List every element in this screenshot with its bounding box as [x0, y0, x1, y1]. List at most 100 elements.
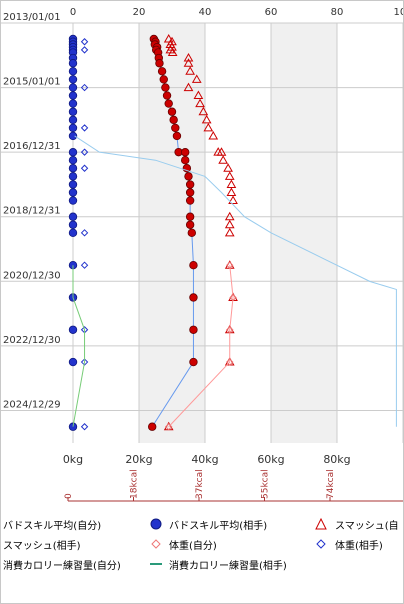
series-1-point-32: [147, 422, 157, 431]
legend-marker-5: [314, 537, 328, 551]
series-4-point-7: [80, 261, 89, 269]
series-2-point-8: [185, 66, 196, 75]
series-2-point-26: [224, 219, 235, 229]
series-4-point-3: [80, 124, 89, 132]
series-1-point-12: [164, 99, 173, 108]
legend-label-2: バドスキル平均(相手): [169, 521, 268, 532]
series-2-point-23: [226, 187, 237, 196]
series-0-point-22: [68, 188, 78, 197]
x-bottom-tick-label-3: 60kg: [257, 453, 284, 466]
series-4-point-0: [80, 38, 89, 46]
legend-label-8: 消費カロリー練習量(相手): [169, 561, 287, 572]
x-top-tick-label-5: 100: [393, 7, 403, 18]
series-0-point-12: [68, 99, 78, 108]
legend-label-1: バドスキル平均(自分): [3, 521, 102, 532]
series-2-point-22: [226, 179, 237, 189]
series-1-point-26: [185, 220, 195, 229]
legend-row-1: バドスキル平均(自分) バドスキル平均(相手) スマッシュ(自: [1, 514, 403, 534]
x-top-tick-label-4: 80: [331, 7, 344, 18]
kcal-tick-label-0: 0: [64, 493, 74, 499]
series-1-point-24: [185, 196, 195, 205]
series-0-point-16: [68, 131, 78, 141]
series-2-point-5: [167, 47, 178, 57]
series-1-point-15: [171, 123, 180, 133]
legend-row-3: 消費カロリー練習量(自分) 消費カロリー練習量(相手): [1, 554, 403, 574]
x-bottom-tick-label-1: 20kg: [125, 453, 152, 466]
legend-marker-7: [149, 557, 163, 571]
y-tick-label-5: 2022/12/30: [3, 335, 61, 346]
series-1-point-28: [189, 260, 198, 270]
series-1-point-21: [184, 172, 193, 181]
series-2-point-20: [223, 163, 233, 172]
series-0-point-11: [68, 91, 78, 100]
series-0-point-20: [68, 172, 78, 181]
series-4-point-2: [80, 83, 89, 92]
series-3-point-4: [164, 423, 173, 431]
legend-marker-1: [149, 517, 163, 531]
series-1-point-30: [189, 325, 198, 334]
series-0-point-18: [68, 155, 78, 165]
series-2-point-11: [193, 90, 204, 100]
series-2-point-0: [163, 34, 174, 43]
series-0-point-7: [68, 59, 78, 68]
series-1-point-19: [180, 155, 190, 165]
series-2-point-9: [191, 74, 202, 83]
series-2-point-15: [203, 122, 214, 132]
series-0-point-24: [68, 212, 78, 221]
series-3-point-0: [226, 261, 234, 269]
series-0-point-17: [68, 148, 78, 157]
series-1-point-18: [180, 148, 190, 157]
series-1-point-22: [185, 180, 195, 189]
series-1-point-27: [187, 228, 196, 238]
series-3-point-1: [229, 293, 237, 302]
series-0-point-10: [68, 83, 78, 92]
series-0-point-8: [68, 67, 78, 76]
series-1-point-23: [185, 188, 195, 197]
series-1-point-25: [185, 212, 195, 221]
series-4-point-10: [80, 423, 89, 431]
kcal-tick-label-4: 74kcal: [326, 469, 336, 499]
series-0-point-14: [68, 115, 78, 125]
x-top-tick-label-3: 60: [265, 7, 278, 18]
series-2-point-7: [183, 58, 194, 67]
y-tick-label-2: 2016/12/31: [3, 141, 61, 152]
series-line-6: [72, 265, 86, 427]
series-4-point-1: [80, 46, 89, 54]
y-tick-label-4: 2020/12/30: [3, 270, 61, 281]
series-4-point-6: [80, 229, 89, 237]
y-tick-label-6: 2024/12/29: [3, 399, 61, 410]
series-0-point-30: [68, 357, 78, 367]
series-1-point-9: [159, 75, 168, 84]
series-3-point-2: [226, 326, 234, 334]
legend-label-6: 体重(相手): [335, 541, 383, 552]
legend-marker-4: [149, 537, 163, 551]
series-2-point-18: [216, 147, 227, 156]
series-line-5: [74, 135, 397, 427]
legend-label-3: スマッシュ(自: [335, 521, 399, 532]
y-tick-label-0: 2013/01/01: [3, 12, 61, 23]
x-top-tick-label-1: 20: [133, 7, 146, 18]
series-2-point-24: [228, 195, 238, 205]
series-2-point-13: [198, 106, 209, 116]
series-line-3: [168, 265, 234, 428]
kcal-tick-label-3: 55kcal: [261, 469, 271, 499]
y-tick-label-1: 2015/01/01: [3, 77, 61, 88]
series-0-point-9: [68, 75, 78, 84]
x-bottom-tick-label-4: 80kg: [323, 453, 350, 466]
series-2-point-16: [208, 130, 219, 140]
shaded-band-1: [271, 23, 337, 443]
series-0-point-15: [68, 123, 78, 133]
series-0-point-19: [68, 164, 78, 173]
legend: バドスキル平均(自分) バドスキル平均(相手) スマッシュ(自 スマッシュ(相手…: [1, 514, 403, 574]
series-1-point-16: [172, 131, 182, 141]
legend-row-2: スマッシュ(相手) 体重(自分) 体重(相手): [1, 534, 403, 554]
series-0-point-26: [68, 228, 78, 238]
legend-label-5: 体重(自分): [169, 541, 217, 552]
series-4-point-5: [80, 164, 89, 172]
series-1-point-29: [189, 293, 198, 302]
series-0-point-29: [68, 325, 78, 334]
series-0-point-23: [68, 196, 78, 205]
kcal-tick-label-1: 18kcal: [130, 469, 140, 499]
series-1-point-13: [167, 107, 177, 116]
